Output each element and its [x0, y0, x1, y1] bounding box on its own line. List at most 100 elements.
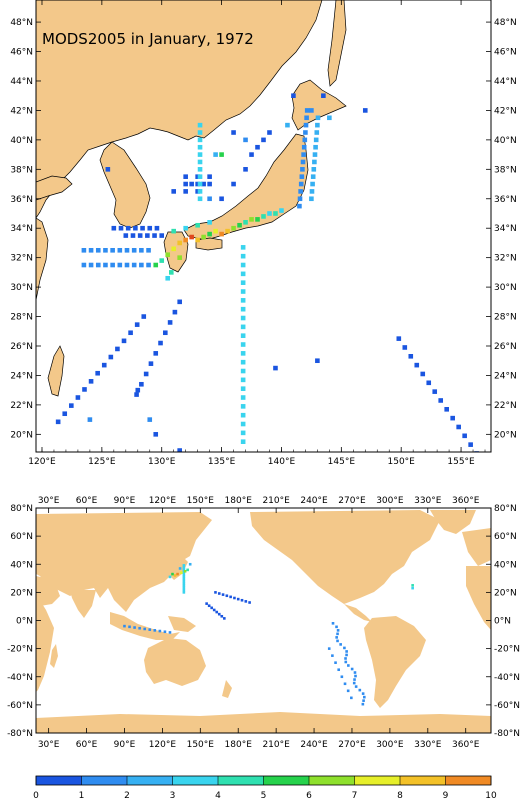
global-pacific-track [212, 608, 216, 612]
meridional-section-square [197, 137, 203, 143]
global-east-pacific-track [363, 695, 366, 699]
global-lat-label-right: 60°N [494, 532, 517, 542]
map-title: MODS2005 in January, 1972 [42, 30, 254, 48]
global-japan-obs [171, 572, 174, 576]
global-indian-track [123, 624, 126, 628]
global-lon-label-top: 60°E [76, 496, 98, 506]
global-east-pacific-track [353, 671, 357, 674]
observation-square [153, 432, 159, 437]
colorbar-segment [36, 776, 82, 785]
greenland-shape [430, 510, 476, 534]
south-china-shape [36, 217, 49, 301]
meridional-section-square [240, 421, 246, 427]
regional-lat-label-left: 20°N [10, 430, 33, 440]
regional-lat-label-left: 38°N [10, 165, 33, 175]
global-lon-label-top: 240°E [300, 496, 328, 506]
africa-right-shape [466, 566, 491, 630]
southeast-track-square [402, 345, 408, 350]
meridional-section-square [197, 174, 203, 179]
regional-lat-label-left: 22°N [10, 401, 33, 411]
global-lon-label-bottom: 240°E [300, 740, 328, 750]
global-lat-label-right: -40°N [494, 673, 520, 683]
regional-lat-label-right: 32°N [494, 254, 517, 264]
shikoku-shape [195, 237, 223, 251]
southwest-track-square [62, 411, 68, 417]
meridional-section-square [240, 306, 246, 312]
global-lon-label-top: 330°E [414, 496, 442, 506]
pacific-coast-observation-square [313, 144, 318, 150]
regional-lat-label-right: 42°N [494, 106, 517, 116]
east-china-sea-observation-square [88, 262, 94, 268]
colorbar-segment [263, 776, 309, 785]
regional-lon-label: 125°E [88, 457, 116, 467]
meridional-section-square [240, 280, 246, 285]
global-pacific-track [214, 591, 217, 594]
global-pacific-track [229, 595, 232, 599]
southwest-track-square [108, 354, 114, 360]
colorbar-label: 9 [443, 791, 449, 801]
sea-of-japan-observation-square [195, 174, 200, 179]
observation-square [321, 93, 326, 99]
regional-lat-label-right: 38°N [494, 165, 517, 175]
global-map-land [36, 510, 491, 733]
colorbar-segment [445, 776, 491, 785]
colorbar: 0 1 2 3 4 5 6 7 8 9 10 [33, 775, 497, 801]
antarctica-shape [36, 712, 491, 733]
colorbar-label: 0 [33, 791, 39, 801]
global-lat-label-left: 80°N [10, 504, 33, 514]
meridional-section-square [240, 359, 246, 365]
observation-square [177, 448, 182, 452]
pacific-coast-observation-square [299, 174, 305, 179]
global-lat-label-right: 80°N [494, 504, 517, 514]
regional-map: MODS2005 in January, 1972 120°E 125°E 130°… [10, 0, 517, 467]
global-japan-obs [176, 572, 179, 576]
pacific-coast-observation-square [301, 152, 306, 157]
colorbar-segment [354, 776, 400, 785]
kuroshio-observation-square [153, 262, 159, 268]
kuroshio-observation-square [231, 225, 236, 231]
meridional-section-square [240, 333, 246, 338]
east-china-sea-observation-square [147, 225, 153, 231]
pacific-coast-observation-square [312, 159, 317, 165]
global-pacific-track [236, 597, 240, 601]
southeast-track-square [456, 424, 461, 430]
regional-map-axes: 120°E 125°E 130°E 135°E 140°E 145°E 150°E 155°E… [10, 0, 517, 467]
sea-of-japan-observation-square [189, 181, 194, 187]
pacific-coast-observation-square [298, 181, 304, 187]
global-east-pacific-track [345, 650, 348, 653]
southern-track-square [177, 299, 182, 305]
meridional-section-square [197, 159, 203, 165]
pacific-coast-observation-square [300, 159, 306, 165]
regional-lat-label-right: 26°N [494, 342, 517, 352]
global-lon-label-bottom: 330°E [414, 740, 442, 750]
sea-of-japan-observation-square [195, 189, 200, 194]
southwest-track-square [128, 330, 133, 336]
observation-square [291, 93, 296, 99]
southeast-track-square [432, 389, 438, 394]
southwest-track-square [88, 379, 94, 384]
southwest-track-square [55, 419, 61, 425]
global-lat-label-left: -40°N [7, 673, 33, 683]
global-lat-label-left: 20°N [10, 588, 33, 598]
observation-square [105, 167, 111, 172]
global-pacific-track [217, 612, 221, 616]
meridional-section-square [197, 152, 203, 157]
global-east-pacific-track [354, 685, 358, 688]
kuroshio-observation-square [159, 258, 165, 263]
southern-track-square [172, 309, 178, 315]
southeast-track-square [468, 442, 473, 447]
east-china-sea-observation-square [146, 247, 151, 253]
regional-lon-label: 130°E [148, 457, 176, 467]
observation-square [135, 387, 141, 393]
meridional-section-square [240, 404, 246, 409]
east-china-sea-observation-square [159, 233, 165, 238]
southwest-track-square [82, 387, 87, 392]
kuroshio-observation-square [207, 231, 212, 237]
kuroshio-observation-square [261, 214, 266, 219]
regional-lat-label-left: 26°N [10, 342, 33, 352]
global-indian-track [133, 626, 136, 629]
global-lon-label-top: 150°E [187, 496, 215, 506]
colorbar-segment [172, 776, 218, 785]
southwest-track-square [141, 314, 147, 319]
southeast-track-square [408, 353, 414, 359]
